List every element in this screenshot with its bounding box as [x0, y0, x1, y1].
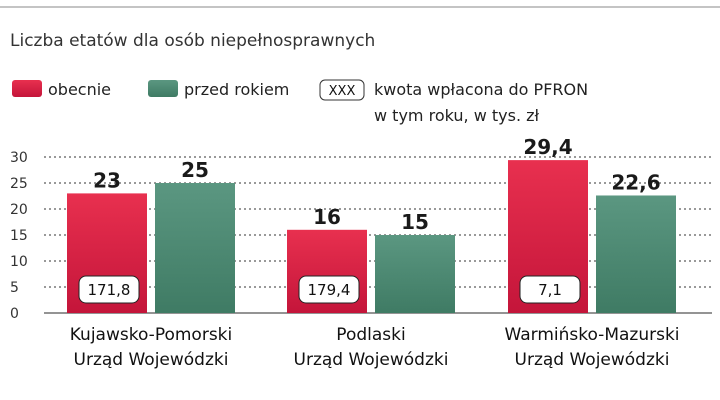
y-tick-label: 5: [10, 280, 19, 296]
category-label-line: Podlaski: [336, 325, 405, 345]
bar-przed-rokiem: [596, 195, 676, 313]
category-label-line: Urząd Wojewódzki: [294, 350, 449, 370]
category-label-line: Urząd Wojewódzki: [74, 350, 229, 370]
value-label-obecnie: 16: [313, 205, 341, 229]
legend-pfron-line-2: w tym roku, w tys. zł: [374, 106, 540, 125]
chart-title: Liczba etatów dla osób niepełnosprawnych: [10, 31, 375, 51]
legend-swatch-obecnie: [12, 80, 42, 97]
legend-pfron-box: [319, 79, 365, 101]
bar-przed-rokiem: [375, 235, 455, 313]
pfron-value: 179,4: [308, 281, 351, 299]
bar-przed-rokiem: [155, 183, 235, 313]
value-label-przed-rokiem: 25: [181, 158, 209, 182]
category-labels: Kujawsko-Pomorski Urząd Wojewódzki Podlask…: [70, 325, 680, 370]
category-label-line: Kujawsko-Pomorski: [70, 325, 233, 345]
legend-pfron-symbol: XXX: [329, 84, 356, 99]
pfron-box: [519, 275, 581, 304]
legend-label-obecnie: obecnie: [48, 80, 111, 99]
legend-swatch-przed-rokiem: [148, 80, 178, 97]
legend-label-przed-rokiem: przed rokiem: [184, 80, 289, 99]
pfron-value: 171,8: [88, 281, 131, 299]
y-tick-label: 0: [10, 306, 19, 322]
value-labels: 23 25 16 15 29,4 22,6: [93, 135, 661, 234]
y-tick-label: 20: [10, 202, 28, 218]
pfron-boxes: 171,8 179,4 7,1: [78, 275, 581, 304]
value-label-obecnie: 23: [93, 168, 121, 192]
bars: [67, 160, 676, 313]
category-label-line: Urząd Wojewódzki: [515, 350, 670, 370]
y-tick-label: 30: [10, 150, 28, 166]
y-tick-label: 15: [10, 228, 28, 244]
y-tick-label: 25: [10, 176, 28, 192]
value-label-przed-rokiem: 15: [401, 210, 429, 234]
pfron-box: [78, 275, 140, 304]
category-label-line: Warmińsko-Mazurski: [504, 325, 679, 345]
value-label-przed-rokiem: 22,6: [611, 170, 660, 194]
pfron-value: 7,1: [538, 281, 562, 299]
legend-pfron-line-1: kwota wpłacona do PFRON: [374, 80, 588, 99]
value-label-obecnie: 29,4: [523, 135, 572, 159]
pfron-box: [298, 275, 360, 304]
y-axis-ticks: 0 5 10 15 20 25 30: [10, 150, 28, 322]
y-tick-label: 10: [10, 254, 28, 270]
